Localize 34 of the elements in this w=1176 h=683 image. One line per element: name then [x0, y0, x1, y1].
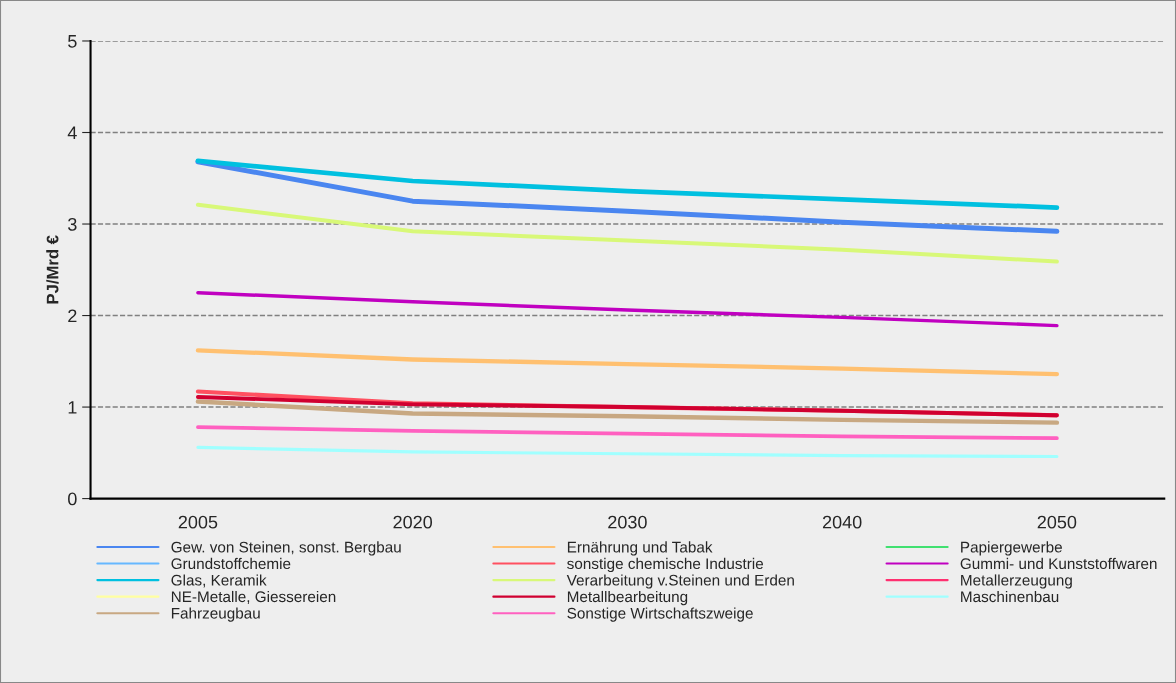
x-tick-label: 2020: [393, 515, 433, 529]
x-tick-label: 2050: [1037, 515, 1077, 529]
y-tick-label: 2: [68, 309, 77, 323]
legend-label: NE-Metalle, Giessereien: [171, 590, 336, 604]
line-series: [195, 202, 1059, 264]
legend-label: Metallbearbeitung: [567, 590, 688, 606]
legend-label: Sonstige Wirtschaftszweige: [567, 607, 753, 622]
x-tick-label: 2040: [822, 515, 862, 529]
legend-label: Grundstoffchemie: [171, 557, 291, 570]
x-tick-label: 2030: [608, 515, 647, 529]
legend-label: Glas, Keramik: [171, 574, 267, 588]
legend-label: Maschinenbau: [961, 590, 1059, 603]
legend-label: Fahrzeugbau: [171, 607, 260, 622]
x-tick-label: 2005: [178, 515, 218, 529]
legend-label: Ernährung und Tabak: [567, 541, 713, 556]
y-tick-label: 5: [68, 35, 77, 48]
legend-label: sonstige chemische Industrie: [567, 557, 764, 573]
line-series: [195, 158, 1060, 210]
legend-label: Gummi- und Kunststoffwaren: [960, 557, 1157, 570]
line-series: [196, 445, 1059, 459]
y-tick-label: 4: [67, 126, 77, 140]
line-series: [196, 290, 1059, 328]
line-series: [195, 348, 1060, 377]
legend-label: Verarbeitung v.Steinen und Erden: [566, 574, 794, 589]
legend-label: Papiergewerbe: [961, 541, 1062, 556]
line-series: [195, 399, 1060, 425]
legend-label: Gew. von Steinen, sonst. Bergbau: [171, 541, 401, 556]
line-series: [195, 395, 1059, 418]
line-series: [196, 425, 1059, 441]
y-tick-label: 0: [68, 492, 77, 506]
y-tick-label: 1: [68, 401, 77, 414]
legend-label: Metallerzeugung: [961, 574, 1072, 589]
y-axis-title: PJ/Mrd €: [46, 235, 59, 304]
y-tick-label: 3: [68, 217, 77, 231]
